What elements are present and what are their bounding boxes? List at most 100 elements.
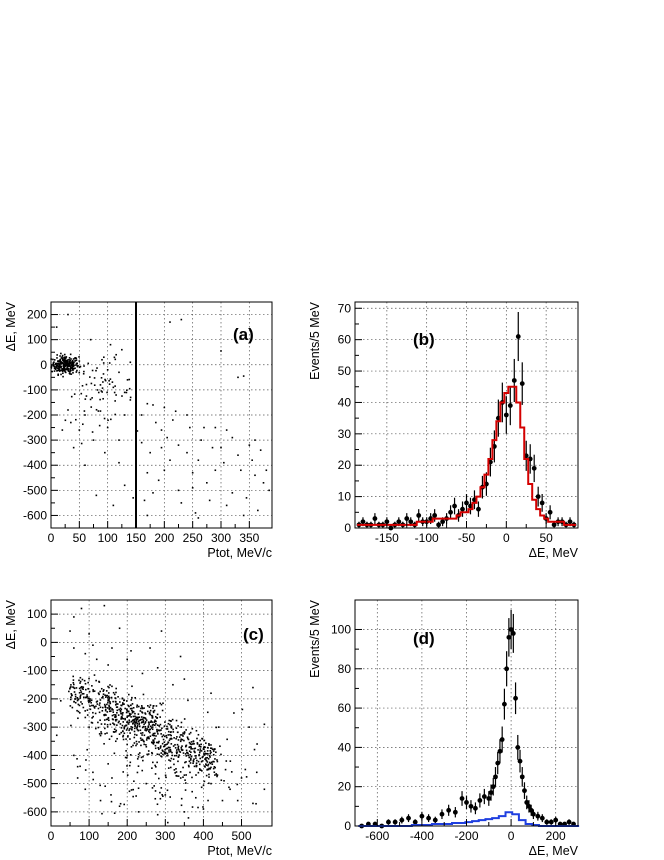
scatter-point <box>114 385 116 387</box>
scatter-point <box>102 690 105 692</box>
x-tick-label: 0 <box>48 531 55 545</box>
scatter-point <box>194 512 197 514</box>
scatter-point <box>156 813 159 816</box>
scatter-point <box>92 778 95 781</box>
scatter-point <box>209 749 212 752</box>
scatter-point <box>93 674 96 676</box>
scatter-point <box>81 703 83 705</box>
scatter-point <box>118 461 120 464</box>
scatter-point <box>183 774 186 776</box>
y-tick-label: -500 <box>23 777 47 791</box>
axes: -150 -100 -50 0 50 0 10 20 30 40 50 60 70 <box>338 301 553 545</box>
scatter-point <box>200 760 203 763</box>
scatter-point <box>106 426 109 429</box>
scatter-point <box>202 784 205 787</box>
scatter-point <box>97 692 100 694</box>
x-tick-label: 500 <box>232 829 252 843</box>
scatter-point <box>179 751 182 753</box>
scatter-point <box>198 751 201 754</box>
scatter-point <box>245 776 248 778</box>
scatter-point <box>209 756 211 758</box>
scatter-point <box>120 731 123 734</box>
scatter-point <box>54 368 57 371</box>
scatter-point <box>70 373 73 375</box>
scatter-point <box>95 494 98 497</box>
scatter-point <box>91 722 94 724</box>
scatter-point <box>124 725 126 727</box>
scatter-point <box>159 702 161 705</box>
scatter-point <box>195 764 198 767</box>
data-point <box>412 819 418 825</box>
scatter-point <box>162 745 165 748</box>
scatter-point <box>142 725 145 728</box>
scatter-point <box>237 376 239 379</box>
scatter-point <box>210 761 213 764</box>
x-tick-label: 200 <box>117 829 137 843</box>
scatter-point <box>63 357 65 359</box>
scatter-point <box>190 755 193 758</box>
scatter-point <box>154 773 157 775</box>
scatter-point <box>109 710 111 713</box>
scatter-point <box>167 730 170 733</box>
scatter-point <box>194 751 196 754</box>
scatter-point <box>206 768 209 771</box>
data-point <box>392 819 398 825</box>
x-tick-label: 300 <box>211 531 231 545</box>
scatter-point <box>182 776 184 778</box>
scatter-point <box>225 504 228 507</box>
scatter-point <box>77 717 79 720</box>
data-point <box>464 500 469 506</box>
scatter-point <box>200 750 203 752</box>
scatter-point <box>181 745 183 747</box>
scatter-point <box>125 711 128 714</box>
scatter-point <box>108 379 110 382</box>
scatter-point <box>156 803 159 806</box>
scatter-point <box>114 413 117 416</box>
scatter-point <box>55 365 58 367</box>
scatter-point <box>132 497 134 499</box>
scatter-point <box>197 760 200 763</box>
scatter-point <box>155 735 157 737</box>
scatter-point <box>95 369 97 372</box>
scatter-point <box>133 736 136 739</box>
scatter-point <box>115 718 118 721</box>
scatter-point <box>61 429 64 431</box>
scatter-point <box>98 711 101 714</box>
scatter-point <box>99 384 102 386</box>
scatter-point <box>122 735 124 738</box>
x-tick-label: 350 <box>239 531 259 545</box>
x-tick-label: 200 <box>154 531 174 545</box>
scatter-point <box>184 789 187 791</box>
scatter-point <box>103 604 106 607</box>
scatter-point <box>122 730 124 733</box>
grid-lines <box>51 600 272 826</box>
scatter-point <box>160 729 162 731</box>
scatter-point <box>175 752 178 755</box>
scatter-point <box>157 729 160 732</box>
scatter-point <box>113 714 115 716</box>
scatter-point <box>211 763 214 765</box>
scatter-point <box>191 806 194 808</box>
scatter-point <box>115 719 117 722</box>
scatter-point <box>140 739 143 741</box>
scatter-point <box>189 762 192 764</box>
scatter-point <box>111 647 113 649</box>
scatter-point <box>183 718 186 720</box>
scatter-point <box>160 755 163 758</box>
scatter-point <box>190 743 193 746</box>
scatter-point <box>126 379 129 381</box>
scatter-point <box>123 726 126 729</box>
scatter-point <box>164 744 166 746</box>
scatter-point <box>73 393 76 395</box>
scatter-point <box>104 723 106 725</box>
scatter-point <box>127 715 130 717</box>
scatter-point <box>99 734 102 737</box>
scatter-point <box>76 365 79 368</box>
data-point <box>503 412 509 418</box>
scatter-point <box>149 728 151 731</box>
scatter-point <box>67 313 69 316</box>
scatter-point <box>187 754 190 757</box>
scatter-point <box>120 708 123 711</box>
scatter-point <box>66 364 68 366</box>
data-point <box>515 744 521 750</box>
